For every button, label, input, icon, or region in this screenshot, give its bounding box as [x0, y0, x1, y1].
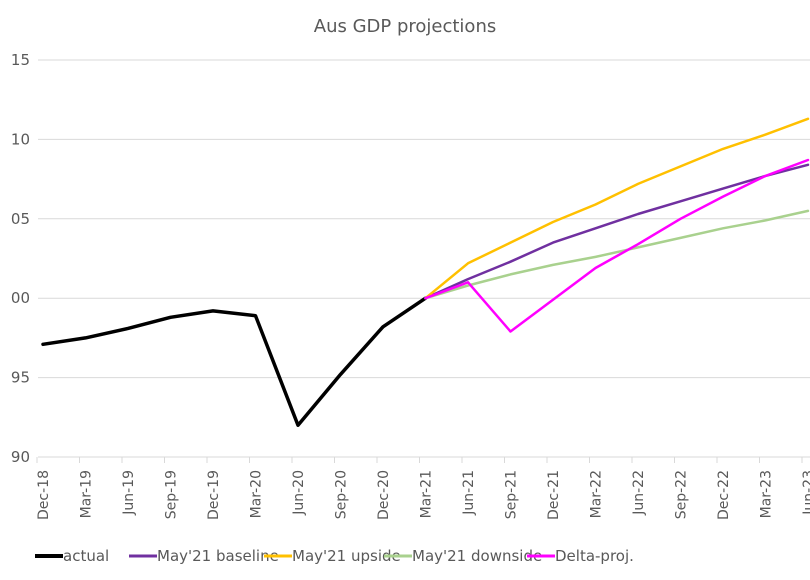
y-axis-ticks: 90 95 00 05 10 15	[11, 51, 30, 466]
legend-item: May'21 upside	[264, 547, 401, 565]
x-axis-ticks: Dec-18 Mar-19 Jun-19 Sep-19 Dec-19 Mar-20 Jun-…	[36, 470, 810, 520]
y-tick-label: 95	[11, 369, 30, 387]
x-tick-label: Mar-23	[759, 470, 775, 518]
chart-title: Aus GDP projections	[314, 16, 496, 37]
legend-item: May'21 downside	[384, 547, 542, 565]
series-line-may-21-upside	[424, 117, 810, 300]
y-tick-label: 00	[11, 289, 30, 307]
y-tick-label: 10	[11, 130, 30, 148]
x-tick-label: Dec-21	[546, 470, 562, 520]
x-tick-label: Mar-21	[419, 470, 435, 518]
legend-label: actual	[63, 547, 109, 565]
y-tick-label: 90	[11, 448, 30, 466]
series-lines	[41, 117, 810, 427]
x-tick-label: Sep-19	[164, 470, 180, 519]
x-tick-label: Jun-20	[291, 470, 307, 516]
y-tick-label: 05	[11, 210, 30, 228]
legend-item: May'21 baseline	[129, 547, 279, 565]
x-tick-label: Mar-19	[79, 470, 95, 518]
x-tick-label: Sep-21	[504, 470, 520, 519]
legend-label: May'21 baseline	[157, 547, 279, 565]
legend-label: May'21 upside	[292, 547, 401, 565]
x-tick-label: Sep-22	[674, 470, 690, 519]
x-tick-label: Jun-19	[121, 470, 137, 516]
gridlines	[38, 59, 810, 379]
x-tick-label: Dec-20	[376, 470, 392, 520]
x-tick-label: Dec-22	[716, 470, 732, 520]
x-tick-label: Jun-22	[631, 470, 647, 516]
series-line-delta-proj	[424, 158, 810, 333]
legend: actual May'21 baseline May'21 upside May'21…	[35, 547, 634, 565]
x-tick-label: Jun-21	[461, 470, 477, 516]
series-line-may-21-baseline	[424, 163, 810, 300]
y-tick-label: 15	[11, 51, 30, 69]
legend-item: Delta-proj.	[527, 547, 634, 565]
series-line-may-21-downside	[424, 209, 810, 300]
x-tick-label: Jun-23	[801, 470, 810, 516]
x-tick-label: Dec-19	[206, 470, 222, 520]
legend-item: actual	[35, 547, 109, 565]
series-line-actual	[41, 296, 428, 427]
x-tick-label: Dec-18	[36, 470, 52, 520]
x-tick-label: Mar-20	[249, 470, 265, 518]
legend-label: May'21 downside	[412, 547, 542, 565]
x-axis	[36, 456, 810, 463]
x-tick-label: Mar-22	[589, 470, 605, 518]
x-tick-label: Sep-20	[334, 470, 350, 519]
legend-label: Delta-proj.	[555, 547, 634, 565]
